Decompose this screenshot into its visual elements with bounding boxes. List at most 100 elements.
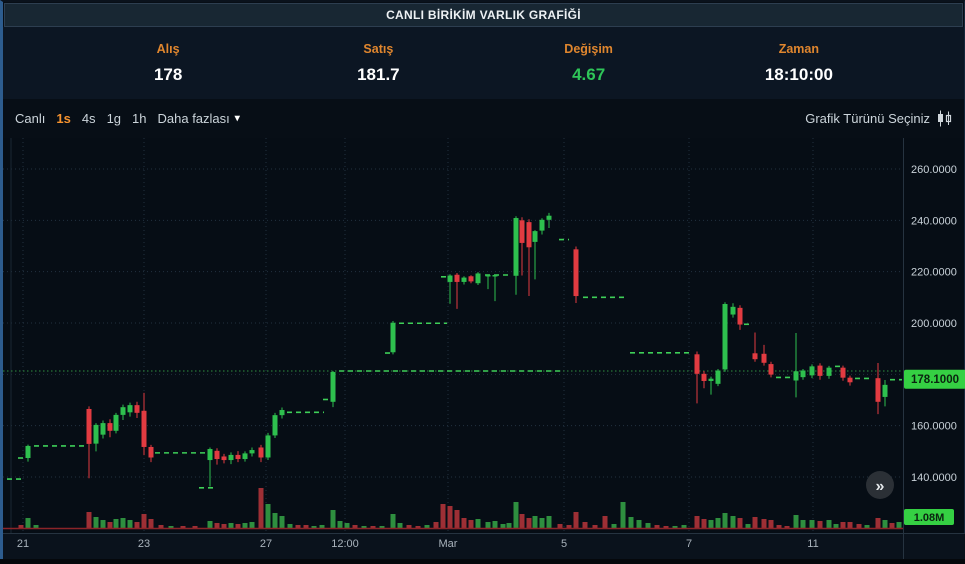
x-axis-label: Mar [439,538,458,550]
time-value: 18:10:00 [764,64,833,84]
candle [107,423,113,431]
candle [519,220,525,243]
info-col-sell: Satış 181.7 [273,27,483,99]
candle [461,277,467,282]
candle [221,456,227,461]
volume-bar [745,524,751,528]
volume-bar [86,512,92,528]
candle [249,450,255,454]
timeframe-1h[interactable]: 1h [132,111,147,126]
volume-bar [134,522,140,528]
info-bar: Alış 178 Satış 181.7 Değişim 4.67 Zaman … [3,27,964,99]
x-axis-label: 21 [17,538,29,550]
change-value: 4.67 [572,64,606,84]
candle [539,219,545,231]
timeframe-canli[interactable]: Canlı [15,111,46,126]
volume-bar [379,526,385,528]
volume-bar [148,519,154,528]
candle [475,273,481,284]
volume-bar [461,518,467,528]
volume-bar [840,522,846,528]
candle [701,373,707,382]
volume-bar [532,516,538,528]
volume-bar [694,516,700,528]
candle [468,276,474,282]
volume-bar [265,504,271,528]
buy-value: 178 [153,64,183,84]
candle [272,415,278,436]
volume-bar [370,526,376,528]
volume-bar [279,516,285,528]
volume-bar [882,520,888,528]
volume-bar [513,502,519,528]
timeframe-4s[interactable]: 4s [81,111,96,126]
candle [86,408,92,444]
y-axis-label: 160.0000 [911,421,957,433]
volume-bar [100,520,106,528]
candle [141,410,147,447]
candle [330,372,336,402]
volume-bar [761,519,767,528]
double-chevron-right-icon: » [876,478,885,495]
candle [113,414,119,431]
more-timeframes-button[interactable]: Daha fazlası ▾ [158,111,240,126]
volume-bar [826,520,832,528]
volume-bar [311,526,317,528]
volume-bar [406,525,412,528]
volume-bar [361,526,367,528]
info-col-buy: Alış 178 [63,27,273,99]
timeframe-1s[interactable]: 1s [56,111,71,126]
candle [722,304,728,370]
candle [882,384,888,397]
volume-bar [272,513,278,528]
candle [730,306,736,315]
candle [737,307,743,325]
volume-bar [344,523,350,528]
volume-bar [352,525,358,528]
volume-bar [415,526,421,528]
volume-bar [319,525,325,528]
volume-bar [582,522,588,528]
volume-bar [672,526,678,528]
volume-bar [113,519,119,528]
volume-bar [158,525,164,528]
volume-bar [506,523,512,528]
volume-bar [833,524,839,528]
candle [573,249,579,297]
volume-bar [856,524,862,528]
volume-bar [708,520,714,528]
volume-bar [784,526,790,528]
chart-type-label: Grafik Türünü Seçiniz [805,111,930,126]
volume-bar [242,523,248,528]
volume-bar [258,488,264,528]
volume-bar [800,520,806,528]
current-price-tag-label: 178.1000 [911,374,959,386]
volume-tag [904,509,954,525]
volume-bar [390,514,396,528]
info-col-time: Zaman 18:10:00 [694,27,904,99]
candle [485,275,491,277]
sell-value: 181.7 [357,64,400,84]
volume-bar [397,523,403,528]
timeframe-1g[interactable]: 1g [106,111,122,126]
volume-bar [636,520,642,528]
candle [265,435,271,458]
volume-bar [127,520,133,528]
candle [148,446,154,458]
volume-bar [864,525,870,528]
chart-type-selector[interactable]: Grafik Türünü Seçiniz [805,110,952,127]
candle [235,454,241,460]
volume-bar [221,524,227,528]
y-axis-label: 220.0000 [911,267,957,279]
current-price-tag [904,369,965,389]
expand-button[interactable] [866,471,894,499]
volume-bar [337,521,343,528]
volume-bar [468,520,474,528]
volume-bar [752,517,758,528]
candlestick-icon [938,110,952,127]
x-axis-label: 11 [807,538,818,550]
title-bar: CANLI BİRİKİM VARLIK GRAFİĞİ [4,3,963,27]
candle [242,453,248,460]
volume-bar [192,526,198,528]
